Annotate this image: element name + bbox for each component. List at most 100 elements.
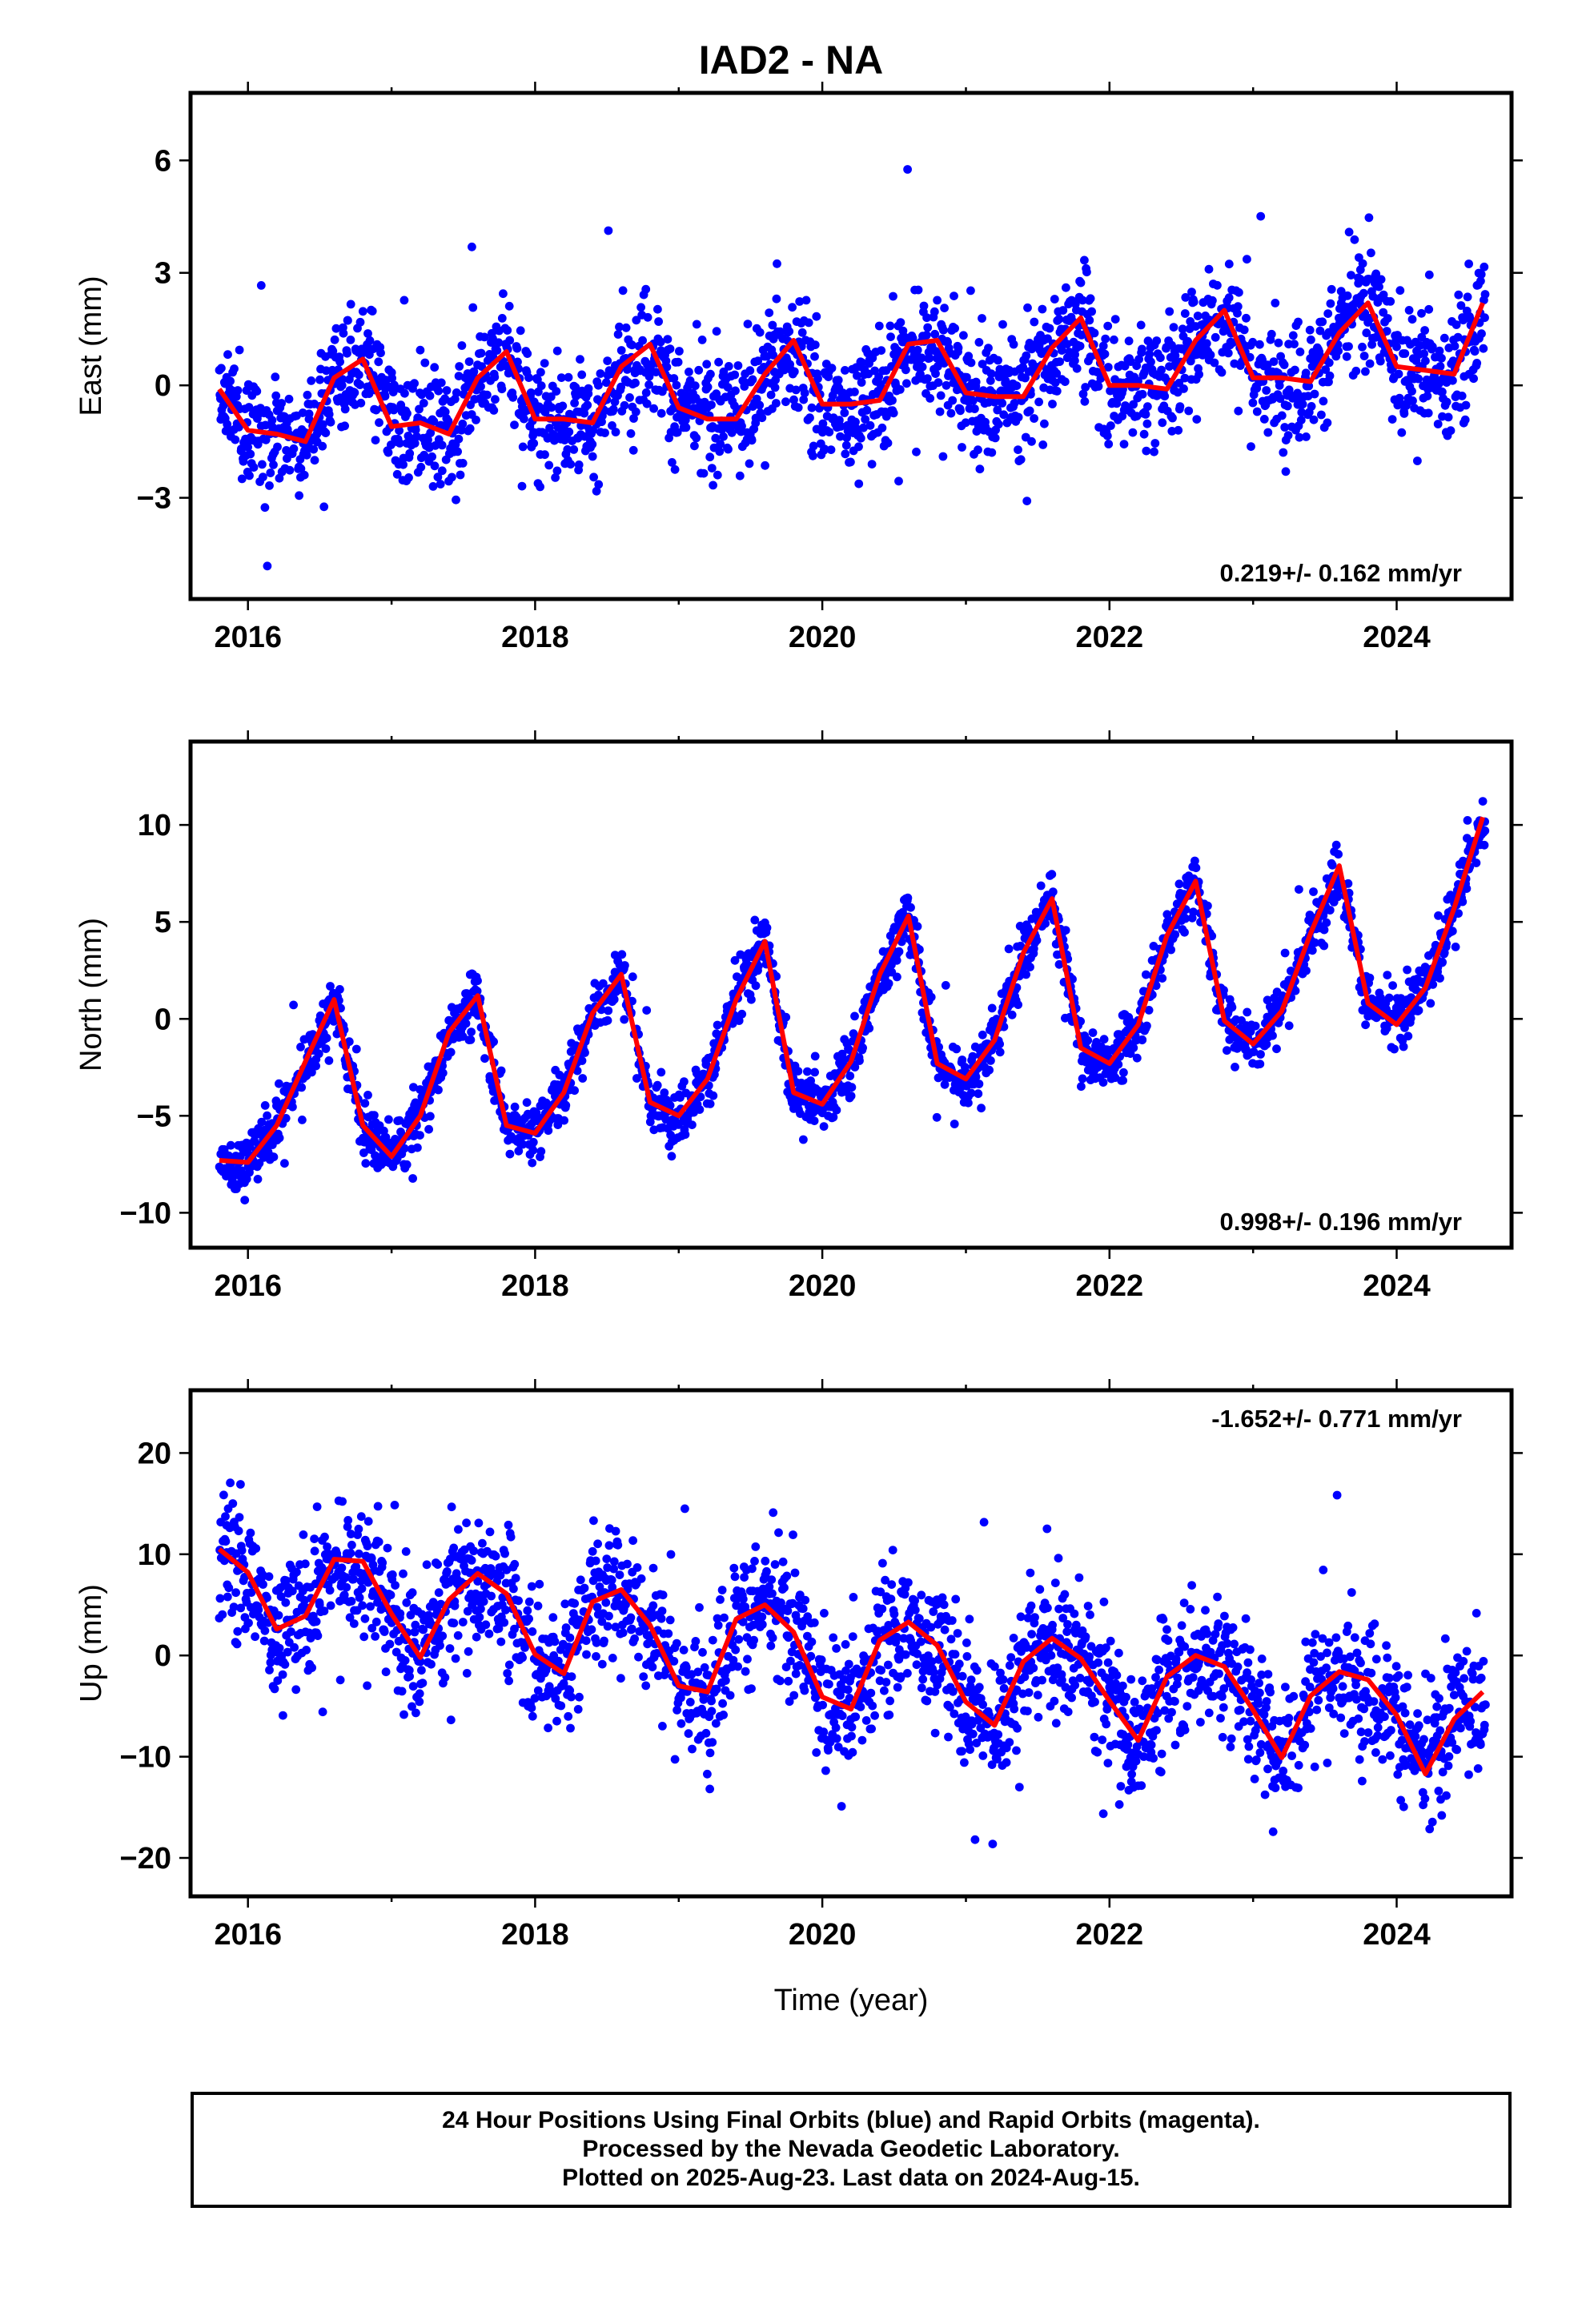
data-point [931, 369, 940, 378]
data-point [310, 1546, 319, 1556]
data-point [288, 1102, 297, 1112]
data-point [665, 1101, 675, 1110]
data-point [642, 399, 652, 408]
data-point [363, 1091, 372, 1100]
data-point [773, 259, 781, 268]
data-point [1104, 440, 1114, 448]
data-point [1344, 342, 1353, 351]
data-point [1223, 1046, 1231, 1055]
data-point [322, 1033, 331, 1043]
data-point [1358, 259, 1367, 268]
data-point [1479, 344, 1488, 353]
data-point [1453, 332, 1463, 342]
data-point [259, 472, 267, 482]
data-point [1235, 287, 1243, 297]
data-point [618, 286, 628, 296]
data-point [1305, 911, 1315, 919]
data-point [1433, 420, 1443, 428]
data-point [409, 1083, 418, 1092]
data-point [745, 459, 754, 468]
data-point [584, 384, 593, 393]
data-point [281, 1114, 291, 1123]
data-point [836, 432, 845, 441]
data-point [862, 405, 872, 415]
data-point [1256, 211, 1266, 221]
data-point [358, 1601, 367, 1610]
data-point [448, 472, 456, 482]
data-point [496, 1066, 506, 1076]
data-point [1459, 316, 1468, 325]
data-point [349, 1574, 358, 1584]
data-point [577, 1056, 587, 1065]
data-point [964, 1098, 973, 1108]
data-point [420, 450, 429, 460]
data-point [564, 372, 573, 382]
data-point [1103, 363, 1113, 372]
data-point [416, 345, 425, 355]
y-axis-label: East (mm) [74, 275, 108, 416]
data-point [1145, 349, 1154, 359]
data-point [841, 440, 851, 450]
data-point [1291, 986, 1300, 995]
data-point [355, 1593, 364, 1602]
data-point [940, 304, 949, 312]
data-point [1233, 302, 1243, 312]
data-point [1420, 326, 1429, 335]
data-point [1319, 925, 1329, 935]
data-point [540, 450, 549, 460]
data-point [256, 281, 266, 290]
data-point [999, 410, 1009, 420]
data-point [1379, 290, 1388, 300]
data-point [995, 1039, 1004, 1049]
data-point [1290, 340, 1299, 348]
data-point [363, 1517, 373, 1526]
data-point [260, 1101, 270, 1110]
data-point [296, 464, 306, 473]
data-point [961, 418, 970, 428]
data-point [363, 1681, 371, 1691]
data-point [807, 403, 817, 412]
data-point [800, 388, 809, 398]
data-point [517, 481, 527, 491]
data-point [253, 1175, 263, 1184]
data-point [349, 1619, 359, 1628]
data-point [745, 366, 755, 376]
data-point [354, 370, 363, 380]
data-point [544, 460, 554, 470]
data-point [810, 352, 819, 361]
data-point [424, 1124, 433, 1134]
data-point [367, 1623, 377, 1633]
data-point [781, 397, 790, 407]
data-point [400, 1710, 408, 1719]
data-point [1118, 1076, 1127, 1085]
data-point [877, 423, 887, 432]
data-point [536, 1147, 546, 1156]
data-point [1476, 276, 1485, 286]
data-point [919, 301, 929, 311]
data-point [925, 353, 934, 363]
data-point [712, 327, 721, 336]
data-point [265, 1666, 274, 1675]
data-point [903, 165, 912, 174]
data-point [300, 1559, 310, 1569]
data-point [461, 1019, 471, 1028]
data-point [415, 404, 424, 414]
data-point [446, 1047, 456, 1057]
data-point [357, 1584, 367, 1594]
data-point [523, 349, 532, 358]
data-point [340, 404, 350, 414]
data-point [836, 422, 845, 431]
data-point [1138, 389, 1147, 399]
data-point [737, 1009, 747, 1019]
data-point [628, 972, 637, 982]
data-point [896, 318, 905, 327]
data-point [1423, 408, 1433, 418]
data-point [978, 1030, 987, 1039]
data-point [1327, 284, 1336, 294]
data-point [321, 428, 331, 437]
data-point [302, 1646, 311, 1655]
data-point [518, 1140, 528, 1149]
data-point [455, 362, 464, 371]
data-point [1100, 349, 1110, 359]
data-point [236, 1603, 246, 1613]
